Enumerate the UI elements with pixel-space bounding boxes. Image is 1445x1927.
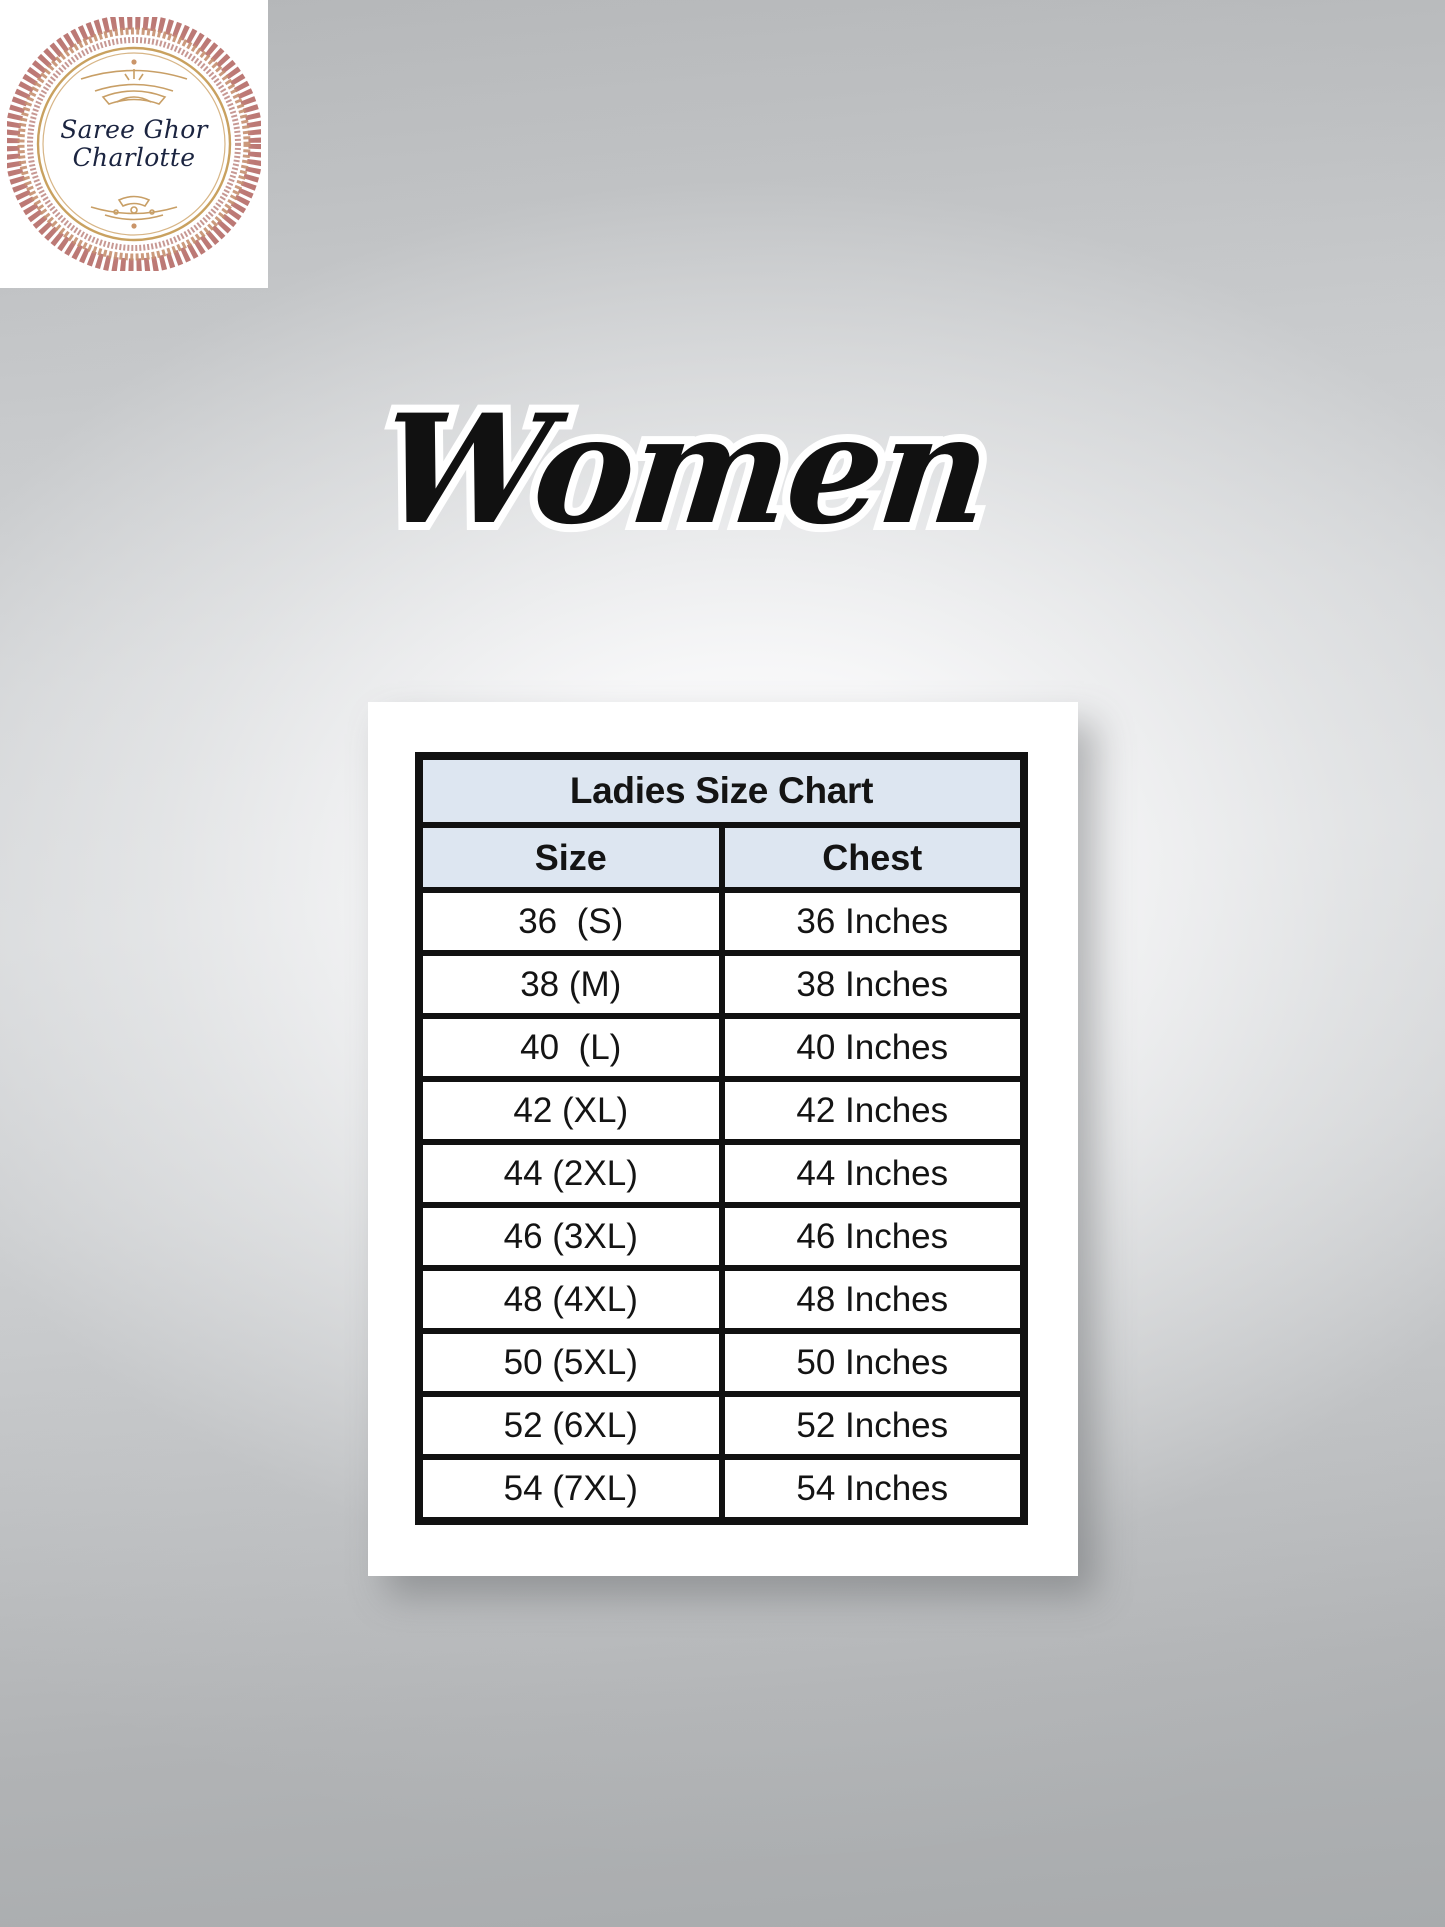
cell-size: 38 (M) [420,953,722,1016]
cell-size: 42 (XL) [420,1079,722,1142]
table-row: 44 (2XL) 44 Inches [420,1142,1023,1205]
cell-chest: 40 Inches [721,1016,1023,1079]
cell-chest: 44 Inches [721,1142,1023,1205]
table-row: 50 (5XL) 50 Inches [420,1331,1023,1394]
cell-chest: 36 Inches [721,890,1023,953]
cell-chest: 52 Inches [721,1394,1023,1457]
column-header-size: Size [420,825,722,890]
cell-size: 52 (6XL) [420,1394,722,1457]
table-row: 54 (7XL) 54 Inches [420,1457,1023,1520]
ornate-medallion-icon [7,17,261,271]
cell-size: 50 (5XL) [420,1331,722,1394]
cell-chest: 54 Inches [721,1457,1023,1520]
table-caption: Ladies Size Chart [420,757,1023,825]
cell-size: 54 (7XL) [420,1457,722,1520]
cell-size: 44 (2XL) [420,1142,722,1205]
cell-size: 48 (4XL) [420,1268,722,1331]
column-header-chest: Chest [721,825,1023,890]
table-caption-row: Ladies Size Chart [420,757,1023,825]
size-chart-body: Ladies Size Chart Size Chest 36 (S) 36 I… [420,757,1023,1520]
table-row: 36 (S) 36 Inches [420,890,1023,953]
table-row: 48 (4XL) 48 Inches [420,1268,1023,1331]
brand-logo: Saree Ghor Charlotte [0,0,268,288]
cell-size: 46 (3XL) [420,1205,722,1268]
page-title: Women [0,374,1445,566]
cell-chest: 42 Inches [721,1079,1023,1142]
cell-chest: 46 Inches [721,1205,1023,1268]
size-chart-table: Ladies Size Chart Size Chest 36 (S) 36 I… [415,752,1028,1525]
cell-size: 36 (S) [420,890,722,953]
table-row: 46 (3XL) 46 Inches [420,1205,1023,1268]
cell-chest: 50 Inches [721,1331,1023,1394]
table-header-row: Size Chest [420,825,1023,890]
cell-chest: 38 Inches [721,953,1023,1016]
page-title-text: Women [365,374,1004,566]
size-chart-card: Ladies Size Chart Size Chest 36 (S) 36 I… [368,702,1078,1576]
table-row: 38 (M) 38 Inches [420,953,1023,1016]
table-row: 40 (L) 40 Inches [420,1016,1023,1079]
cell-chest: 48 Inches [721,1268,1023,1331]
table-row: 42 (XL) 42 Inches [420,1079,1023,1142]
table-row: 52 (6XL) 52 Inches [420,1394,1023,1457]
cell-size: 40 (L) [420,1016,722,1079]
